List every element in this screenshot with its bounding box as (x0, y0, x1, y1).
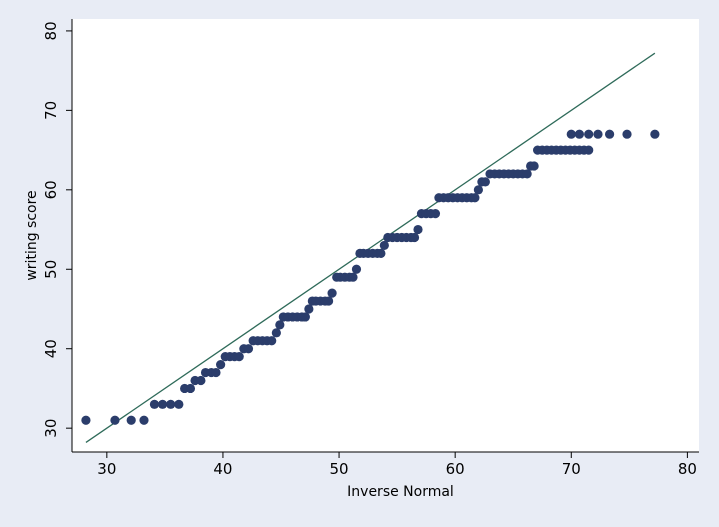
data-point (522, 169, 532, 179)
data-point (566, 129, 576, 139)
data-point (196, 375, 206, 386)
x-tick-label: 40 (213, 460, 232, 478)
x-tick-label: 50 (330, 460, 349, 478)
data-point (593, 129, 603, 139)
data-point (234, 352, 244, 362)
data-point (139, 415, 149, 425)
data-point (473, 185, 483, 195)
data-point (185, 383, 196, 394)
reference-line (85, 52, 656, 444)
data-point (351, 264, 362, 274)
data-point (413, 224, 423, 235)
data-point (174, 399, 184, 409)
data-point (604, 129, 615, 139)
data-point (211, 367, 221, 378)
data-point (409, 232, 420, 243)
data-point (126, 415, 136, 425)
data-point (480, 177, 490, 187)
data-point (110, 415, 120, 425)
data-point (529, 161, 539, 171)
data-point (327, 288, 337, 298)
data-point (348, 272, 358, 282)
marks-layer (81, 52, 660, 444)
x-tick-label: 30 (97, 460, 116, 478)
data-point (324, 296, 334, 306)
data-point (243, 344, 254, 354)
data-point (216, 360, 226, 370)
data-point (376, 248, 386, 258)
data-point (300, 312, 310, 322)
y-tick-label: 50 (42, 260, 60, 279)
data-point (574, 129, 585, 139)
data-point (430, 209, 441, 219)
y-axis-label: writing score (24, 190, 40, 280)
data-point (584, 145, 594, 155)
y-tick-label: 80 (42, 21, 60, 40)
y-tick-label: 40 (42, 339, 60, 358)
data-point (267, 336, 277, 346)
data-point (470, 193, 480, 203)
data-point (650, 129, 660, 139)
data-point (584, 129, 594, 139)
x-axis-label: Inverse Normal (347, 484, 454, 500)
x-tick-label: 80 (678, 460, 697, 478)
axes-layer: 30 40 50 60 70 80 30 40 50 60 70 80 (42, 19, 699, 478)
x-tick-label: 70 (562, 460, 581, 478)
data-point (379, 240, 389, 251)
y-tick-label: 60 (42, 180, 60, 199)
data-point (81, 415, 91, 425)
data-point (157, 399, 168, 409)
data-point (149, 399, 160, 409)
x-tick-label: 60 (446, 460, 465, 478)
data-point (166, 399, 176, 409)
data-point (304, 304, 314, 314)
data-point (271, 328, 281, 338)
y-tick-label: 70 (42, 101, 60, 120)
data-point (275, 320, 285, 330)
data-point (622, 129, 632, 139)
y-tick-label: 30 (42, 419, 60, 438)
